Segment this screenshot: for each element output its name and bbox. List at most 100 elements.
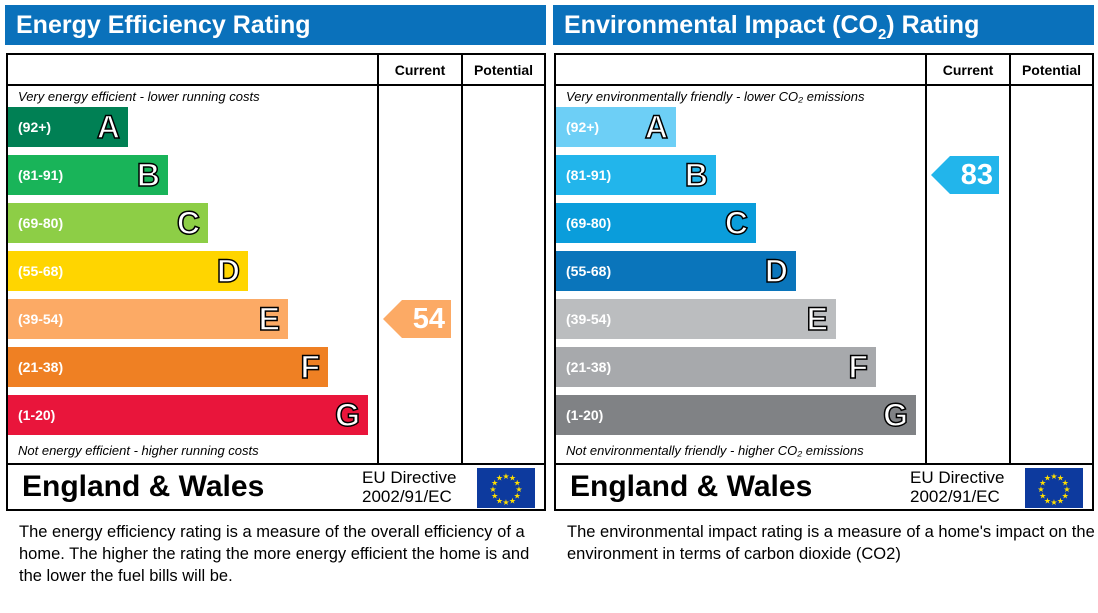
band-range: (69-80): [566, 215, 612, 231]
region-label: England & Wales: [570, 470, 813, 503]
svg-text:★: ★: [514, 479, 521, 488]
arrow-shape: [383, 300, 451, 338]
band-b: (81-91) B: [556, 155, 716, 195]
band-range: (55-68): [566, 263, 612, 279]
divider: [377, 55, 379, 465]
column-header-potential: Potential: [1021, 62, 1082, 78]
band-range: (81-91): [566, 167, 612, 183]
chart-title: Energy Efficiency Rating: [5, 5, 546, 45]
svg-text:★: ★: [502, 472, 509, 481]
eu-flag-icon: ★ ★ ★ ★ ★ ★ ★ ★ ★ ★ ★ ★: [1025, 468, 1083, 508]
svg-text:★: ★: [514, 492, 521, 501]
band-e: (39-54) E: [8, 299, 288, 339]
divider: [556, 84, 1092, 86]
band-range: (92+): [18, 119, 52, 135]
chart-title: Environmental Impact (CO2) Rating: [553, 5, 1094, 45]
svg-text:★: ★: [1050, 498, 1057, 507]
top-note: Very environmentally friendly - lower CO…: [566, 89, 865, 104]
svg-text:★: ★: [1039, 479, 1046, 488]
bottom-note: Not environmentally friendly - higher CO…: [566, 443, 864, 458]
svg-text:★: ★: [1050, 472, 1057, 481]
svg-text:★: ★: [509, 496, 516, 505]
band-range: (1-20): [566, 407, 604, 423]
svg-text:★: ★: [1039, 492, 1046, 501]
band-d: (55-68) D: [556, 251, 796, 291]
region-label: England & Wales: [22, 470, 265, 503]
svg-text:★: ★: [1063, 485, 1070, 494]
band-a: (92+) A: [556, 107, 676, 147]
svg-text:★: ★: [491, 492, 498, 501]
svg-text:★: ★: [1044, 496, 1051, 505]
band-d: (55-68) D: [8, 251, 248, 291]
band-letter: B: [684, 156, 709, 194]
band-c: (69-80) C: [556, 203, 756, 243]
eu-directive: EU Directive 2002/91/EC: [910, 468, 1005, 506]
column-header-current: Current: [394, 62, 446, 78]
divider: [925, 55, 927, 465]
bottom-note: Not energy efficient - higher running co…: [18, 443, 259, 458]
arrow-shape: [931, 156, 999, 194]
band-range: (55-68): [18, 263, 64, 279]
top-note: Very energy efficient - lower running co…: [18, 89, 260, 104]
current-rating-arrow: 54: [383, 300, 451, 338]
svg-text:★: ★: [1044, 474, 1051, 483]
column-header-current: Current: [942, 62, 994, 78]
band-range: (92+): [566, 119, 600, 135]
column-header-potential: Potential: [473, 62, 534, 78]
band-letter: C: [176, 204, 201, 242]
band-letter: E: [258, 300, 281, 338]
svg-text:★: ★: [1057, 496, 1064, 505]
band-g: (1-20) G: [556, 395, 916, 435]
band-range: (39-54): [566, 311, 612, 327]
svg-text:★: ★: [491, 479, 498, 488]
band-b: (81-91) B: [8, 155, 168, 195]
band-range: (39-54): [18, 311, 64, 327]
current-rating-value: 83: [960, 159, 993, 191]
environmental-impact-panel: Environmental Impact (CO2) Rating Curren…: [553, 0, 1095, 613]
band-range: (81-91): [18, 167, 64, 183]
band-range: (69-80): [18, 215, 64, 231]
eu-flag-icon: ★ ★ ★ ★ ★ ★ ★ ★ ★ ★ ★ ★: [477, 468, 535, 508]
band-letter: F: [300, 348, 321, 386]
band-letter: A: [96, 108, 121, 146]
band-g: (1-20) G: [8, 395, 368, 435]
band-letter: E: [806, 300, 829, 338]
svg-text:★: ★: [496, 474, 503, 483]
band-range: (21-38): [566, 359, 612, 375]
current-rating-arrow: 83: [931, 156, 999, 194]
description: The energy efficiency rating is a measur…: [19, 523, 530, 585]
band-range: (1-20): [18, 407, 56, 423]
svg-text:★: ★: [1062, 479, 1069, 488]
divider: [461, 55, 463, 465]
band-letter: F: [848, 348, 869, 386]
svg-text:★: ★: [489, 485, 496, 494]
band-f: (21-38) F: [556, 347, 876, 387]
svg-text:★: ★: [1062, 492, 1069, 501]
svg-text:★: ★: [502, 498, 509, 507]
band-letter: D: [216, 252, 241, 290]
band-range: (21-38): [18, 359, 64, 375]
svg-text:★: ★: [509, 474, 516, 483]
band-a: (92+) A: [8, 107, 128, 147]
divider: [8, 84, 544, 86]
divider: [8, 463, 544, 465]
rating-table: Current Potential Very environmentally f…: [554, 53, 1094, 511]
rating-table: Current Potential Very energy efficient …: [6, 53, 546, 511]
current-rating-value: 54: [412, 303, 445, 335]
svg-text:★: ★: [515, 485, 522, 494]
eu-directive: EU Directive 2002/91/EC: [362, 468, 457, 506]
svg-text:★: ★: [1057, 474, 1064, 483]
band-e: (39-54) E: [556, 299, 836, 339]
band-letter: G: [334, 396, 360, 434]
band-letter: C: [724, 204, 749, 242]
band-f: (21-38) F: [8, 347, 328, 387]
band-letter: B: [136, 156, 161, 194]
divider: [1009, 55, 1011, 465]
band-c: (69-80) C: [8, 203, 208, 243]
band-letter: G: [882, 396, 908, 434]
svg-text:★: ★: [1037, 485, 1044, 494]
energy-efficiency-panel: Energy Efficiency Rating Current Potenti…: [5, 0, 547, 613]
svg-text:★: ★: [496, 496, 503, 505]
band-letter: A: [644, 108, 669, 146]
description: The environmental impact rating is a mea…: [567, 523, 1095, 563]
